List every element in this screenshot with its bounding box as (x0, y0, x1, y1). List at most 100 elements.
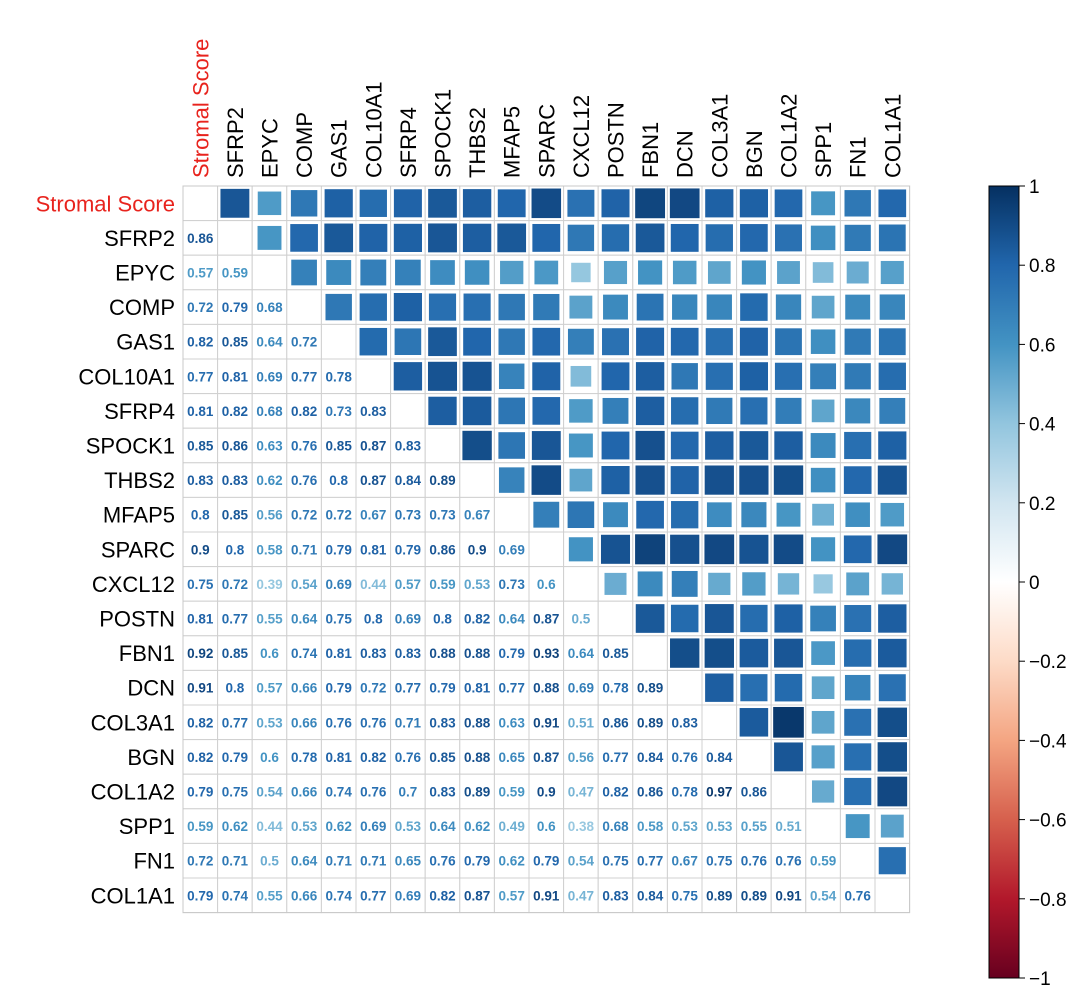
corr-value-POSTN-SFRP2: 0.77 (222, 612, 248, 627)
corr-value-SPARC-THBS2: 0.9 (468, 542, 487, 557)
corr-square-COL10A1-FN1 (844, 363, 871, 390)
corr-value-COL3A1-Stromal Score: 0.82 (187, 715, 213, 730)
legend-tick-label: 0.8 (1029, 256, 1055, 277)
corr-square-GAS1-SFRP4 (394, 328, 422, 356)
corr-value-COL3A1-GAS1: 0.76 (326, 715, 353, 730)
corr-value-COL1A2-COMP: 0.66 (291, 785, 318, 800)
corr-value-SPARC-MFAP5: 0.69 (499, 542, 525, 557)
corr-square-THBS2-SPARC (531, 465, 562, 495)
corr-value-COL3A1-CXCL12: 0.51 (568, 715, 595, 730)
corr-square-EPYC-SPP1 (812, 262, 834, 283)
corr-square-SPOCK1-COL1A1 (878, 431, 907, 460)
cell-20-15 (701, 877, 738, 914)
cell-10-10 (528, 531, 565, 568)
legend-tick-label: 0.2 (1029, 494, 1055, 515)
corr-value-FN1-COL1A2: 0.76 (775, 854, 802, 869)
cell-20-2 (251, 877, 288, 914)
corr-square-CXCL12-FN1 (846, 572, 870, 596)
corr-square-SFRP4-DCN (671, 397, 699, 425)
corr-square-POSTN-BGN (740, 604, 768, 633)
corr-square-SPOCK1-SPARC (531, 431, 561, 460)
cell-16-7 (424, 739, 461, 775)
corr-square-THBS2-SPP1 (810, 467, 836, 493)
corr-square-THBS2-FN1 (843, 466, 872, 494)
cell-15-13 (632, 704, 668, 741)
corr-square-GAS1-POSTN (602, 328, 629, 356)
corr-value-FN1-CXCL12: 0.54 (568, 854, 595, 869)
cell-8-4 (320, 462, 357, 498)
corr-value-COL1A2-DCN: 0.78 (672, 785, 699, 800)
corr-value-COL1A1-EPYC: 0.55 (256, 888, 283, 903)
corr-value-FBN1-SFRP2: 0.85 (222, 646, 249, 661)
corr-value-COL10A1-COMP: 0.77 (291, 369, 317, 384)
corr-value-SPP1-SFRP2: 0.62 (222, 819, 248, 834)
cell-6-5 (355, 393, 392, 429)
cell-14-4 (320, 669, 357, 706)
corr-square-THBS2-CXCL12 (569, 468, 593, 492)
cell-7-2 (251, 427, 288, 464)
corr-value-FBN1-COL10A1: 0.83 (360, 646, 387, 661)
legend-tick-label: −0.2 (1029, 652, 1067, 673)
corr-value-COL3A1-SFRP4: 0.71 (395, 715, 422, 730)
corr-value-FBN1-MFAP5: 0.79 (499, 646, 525, 661)
legend-tick-label: −0.6 (1029, 811, 1067, 832)
corr-square-BGN-SPP1 (811, 745, 835, 769)
corr-value-MFAP5-THBS2: 0.67 (464, 508, 490, 523)
corr-value-SFRP4-GAS1: 0.73 (326, 404, 353, 419)
corr-value-BGN-SPOCK1: 0.85 (429, 750, 456, 765)
cell-19-1 (217, 842, 253, 879)
corr-square-COMP-DCN (672, 294, 698, 320)
cell-20-10 (528, 877, 565, 914)
cell-18-15 (701, 808, 738, 844)
corr-value-DCN-THBS2: 0.81 (464, 681, 491, 696)
corr-square-EPYC-MFAP5 (500, 260, 524, 285)
row-label-6: SFRP4 (104, 399, 175, 424)
corr-value-BGN-SFRP2: 0.79 (222, 750, 248, 765)
cell-20-18 (805, 877, 841, 914)
corr-value-SPOCK1-COMP: 0.76 (291, 439, 318, 454)
corr-value-COL1A2-FBN1: 0.86 (637, 785, 664, 800)
corr-value-SPP1-GAS1: 0.62 (326, 819, 352, 834)
row-label-1: SFRP2 (104, 226, 175, 251)
corr-square-SFRP4-CXCL12 (569, 399, 593, 423)
corr-square-SFRP2-EPYC (257, 225, 282, 250)
col-label-16: BGN (742, 130, 767, 178)
corr-value-BGN-COL3A1: 0.84 (706, 750, 733, 765)
cell-18-1 (217, 808, 253, 844)
corr-square-Stromal Score-SFRP2 (220, 188, 250, 218)
corr-value-SFRP4-SFRP2: 0.82 (222, 404, 248, 419)
corr-square-Stromal Score-POSTN (601, 189, 630, 218)
corr-value-FN1-SFRP2: 0.71 (222, 854, 249, 869)
corr-value-COL1A2-Stromal Score: 0.79 (187, 785, 213, 800)
corr-square-COMP-THBS2 (463, 293, 491, 321)
corr-square-COMP-CXCL12 (569, 295, 593, 319)
cell-15-2 (251, 704, 288, 741)
corr-value-DCN-CXCL12: 0.69 (568, 681, 594, 696)
corr-value-COL1A1-THBS2: 0.87 (464, 888, 490, 903)
corr-value-FN1-SPARC: 0.79 (533, 854, 559, 869)
corr-value-FN1-BGN: 0.76 (741, 854, 768, 869)
corr-square-POSTN-FBN1 (635, 604, 665, 633)
corr-square-EPYC-DCN (672, 260, 697, 285)
corr-value-COL10A1-GAS1: 0.78 (326, 369, 353, 384)
corr-value-SPP1-COL10A1: 0.69 (360, 819, 386, 834)
cell-19-7 (424, 842, 461, 879)
corr-value-COL1A1-SFRP4: 0.69 (395, 888, 421, 903)
corr-value-FN1-EPYC: 0.5 (260, 854, 279, 869)
corr-value-SPARC-SPOCK1: 0.86 (429, 542, 456, 557)
corr-value-SFRP2-Stromal Score: 0.86 (187, 231, 214, 246)
corr-value-MFAP5-COL10A1: 0.67 (360, 508, 386, 523)
corr-value-COL1A2-CXCL12: 0.47 (568, 785, 594, 800)
cell-20-19 (839, 877, 876, 914)
row-label-11: CXCL12 (92, 572, 175, 597)
cell-19-19 (839, 842, 876, 879)
corr-square-CXCL12-DCN (671, 570, 698, 597)
col-label-10: SPARC (534, 104, 559, 178)
corr-square-SPOCK1-MFAP5 (498, 432, 526, 459)
row-label-2: EPYC (115, 261, 175, 286)
corr-value-POSTN-SPOCK1: 0.8 (433, 612, 452, 627)
cell-18-18 (805, 808, 841, 844)
upper-triangle-squares (220, 188, 908, 875)
row-label-3: COMP (109, 295, 175, 320)
cell-3-3 (286, 289, 322, 325)
